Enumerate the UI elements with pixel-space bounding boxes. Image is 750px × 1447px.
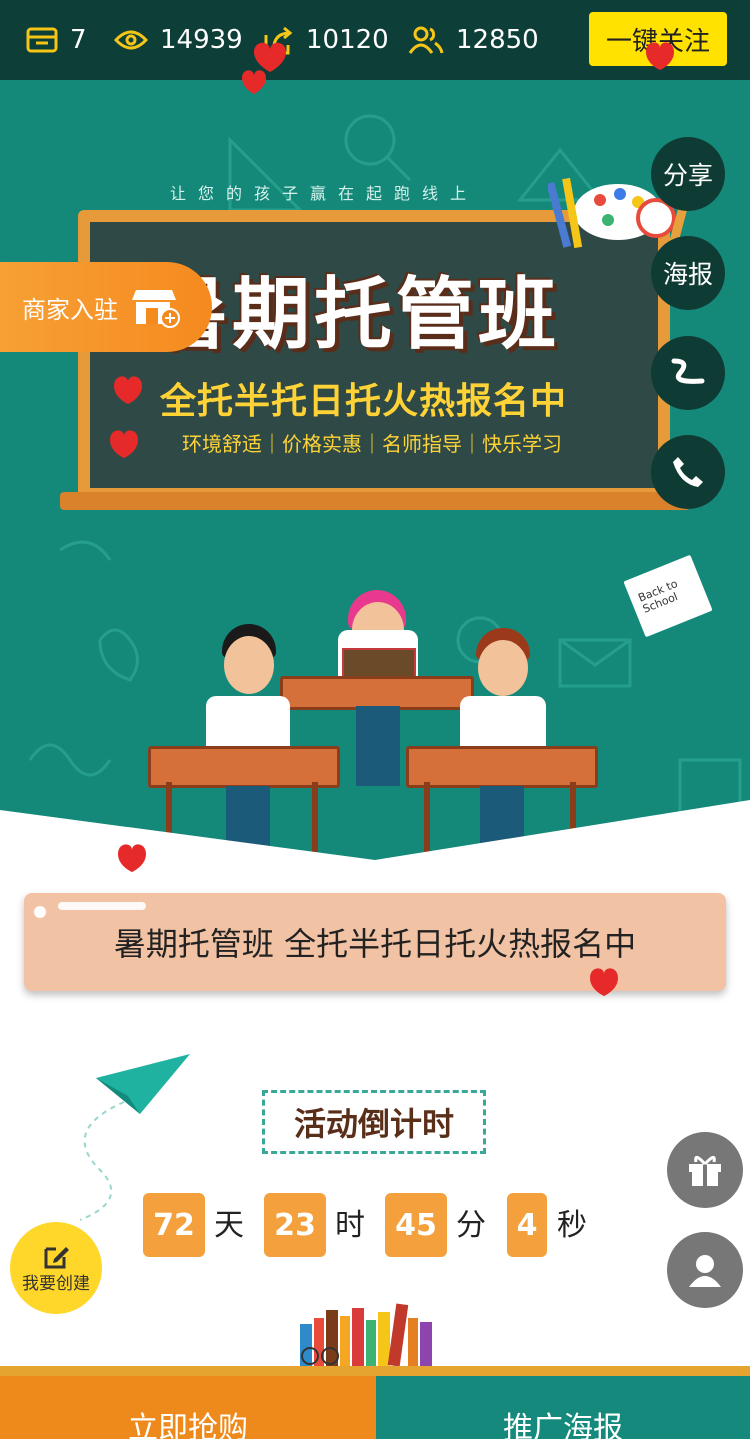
user-icon: [689, 1255, 721, 1287]
gift-icon: [689, 1156, 721, 1186]
merchant-entry-button[interactable]: 商家入驻: [0, 262, 212, 352]
poster-button[interactable]: 海报: [651, 236, 725, 310]
store-add-icon: [132, 290, 180, 328]
card-shine-line: [58, 902, 146, 910]
create-activity-button[interactable]: 我要创建: [10, 1222, 102, 1314]
countdown-seconds-unit: 秒: [557, 1208, 587, 1243]
classroom-illustration: [146, 590, 606, 860]
promote-poster-button[interactable]: 推广海报: [376, 1376, 750, 1446]
views-count: 14939: [160, 25, 243, 55]
profile-button[interactable]: [667, 1232, 743, 1308]
users-icon: [408, 26, 444, 54]
eye-icon: [114, 30, 148, 50]
call-button[interactable]: [651, 435, 725, 509]
countdown-label: 活动倒计时: [262, 1090, 486, 1154]
books-icon: [300, 1303, 432, 1366]
shop-count: 7: [70, 25, 87, 55]
shares-count: 10120: [306, 25, 389, 55]
navigation-button[interactable]: [651, 336, 725, 410]
route-icon: [671, 358, 705, 384]
users-count: 12850: [456, 25, 539, 55]
hero-curve: [0, 800, 750, 880]
heart-icon: [242, 42, 286, 94]
buy-now-label: 立即抢购: [128, 1411, 248, 1446]
phone-icon: [673, 457, 703, 487]
stat-users: 12850: [408, 0, 539, 80]
countdown-seconds: 4: [507, 1193, 547, 1257]
hero-features: 环境舒适｜价格实惠｜名师指导｜快乐学习: [182, 432, 562, 456]
heart-icon: [110, 376, 142, 458]
stat-views: 14939: [114, 0, 243, 80]
countdown-days-unit: 天: [214, 1208, 244, 1243]
shelf-divider: [0, 1366, 750, 1376]
hero-title: 暑期托管班: [150, 270, 561, 360]
chalkboard: [78, 210, 670, 500]
heart-icon: [118, 844, 146, 872]
merchant-label: 商家入驻: [22, 295, 118, 324]
countdown-days: 72: [143, 1193, 205, 1257]
buy-now-button[interactable]: 立即抢购: [0, 1376, 376, 1446]
edit-icon: [44, 1246, 69, 1268]
countdown-hours-unit: 时: [335, 1208, 365, 1243]
card-shine-dot: [34, 906, 46, 918]
create-label: 我要创建: [22, 1273, 90, 1294]
heart-icon: [646, 42, 674, 70]
activity-title: 暑期托管班 全托半托日托火热报名中: [113, 925, 637, 963]
countdown-hours: 23: [264, 1193, 326, 1257]
countdown-minutes-unit: 分: [456, 1208, 486, 1243]
stat-shares: 10120: [262, 0, 389, 80]
gift-button[interactable]: [667, 1132, 743, 1208]
art-supplies-icon: [548, 177, 694, 253]
countdown-minutes: 45: [385, 1193, 447, 1257]
paper-plane-icon: [79, 1054, 190, 1221]
shop-icon: [26, 27, 58, 53]
hero-slogan: 让您的孩子赢在起跑线上: [170, 184, 479, 203]
share-button[interactable]: 分享: [651, 137, 725, 211]
stat-shop: 7: [26, 0, 87, 80]
chalkboard-tray: [60, 492, 690, 510]
heart-icon: [590, 968, 618, 996]
promote-poster-label: 推广海报: [503, 1411, 623, 1446]
hero-subtitle: 全托半托日托火热报名中: [160, 381, 568, 422]
